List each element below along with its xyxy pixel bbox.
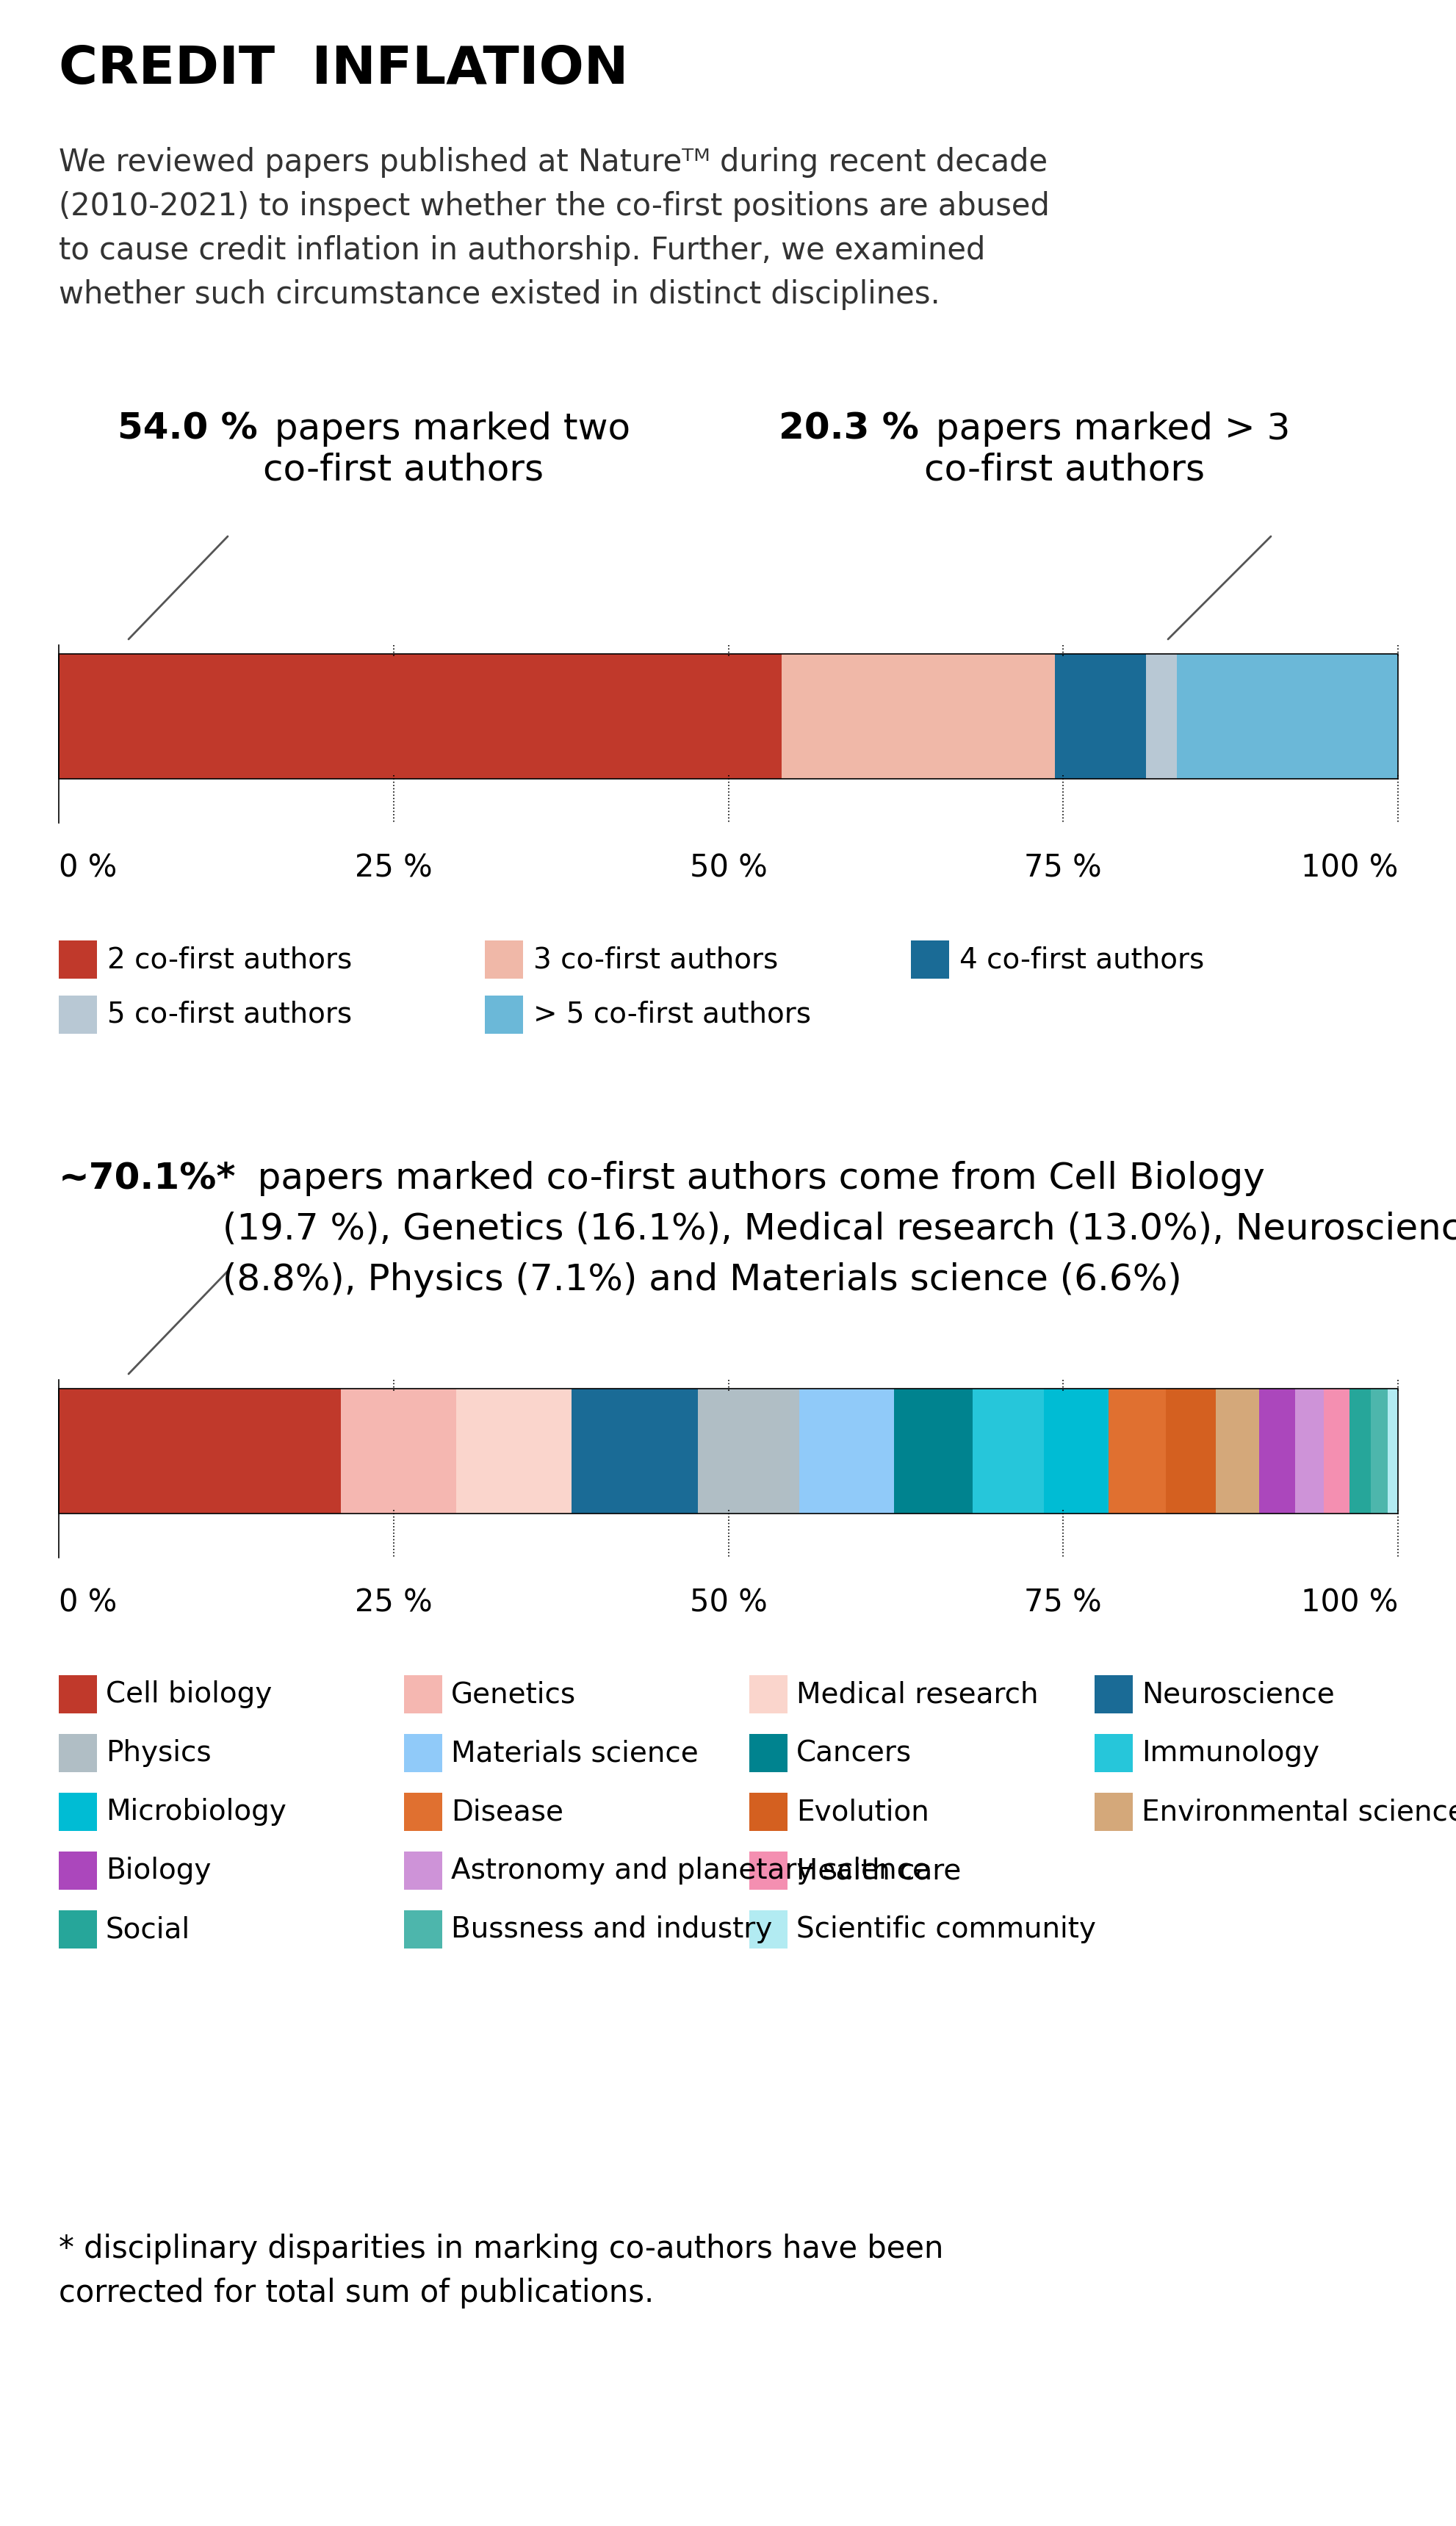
Bar xyxy=(748,1793,788,1831)
Bar xyxy=(1054,654,1146,778)
Bar xyxy=(58,1852,98,1889)
Bar xyxy=(456,1389,571,1513)
Bar xyxy=(910,940,949,978)
Bar xyxy=(1093,1675,1133,1713)
Bar xyxy=(1165,1389,1216,1513)
Bar xyxy=(748,1910,788,1948)
Text: 20.3 %: 20.3 % xyxy=(779,412,919,447)
Bar xyxy=(403,1675,443,1713)
Bar xyxy=(1044,1389,1108,1513)
Text: * disciplinary disparities in marking co-authors have been
corrected for total s: * disciplinary disparities in marking co… xyxy=(58,2233,943,2309)
Bar xyxy=(894,1389,973,1513)
Text: 100 %: 100 % xyxy=(1300,1586,1398,1617)
Bar xyxy=(341,1389,456,1513)
Text: 25 %: 25 % xyxy=(355,1586,432,1617)
Bar xyxy=(58,1793,98,1831)
Bar xyxy=(748,1733,788,1773)
Text: 25 %: 25 % xyxy=(355,851,432,884)
Text: CREDIT  INFLATION: CREDIT INFLATION xyxy=(58,43,628,96)
Bar xyxy=(58,940,98,978)
Text: Biology: Biology xyxy=(106,1857,211,1884)
Text: 3 co-first authors: 3 co-first authors xyxy=(533,945,778,973)
Text: Neuroscience: Neuroscience xyxy=(1142,1680,1334,1708)
Text: Scientific community: Scientific community xyxy=(796,1915,1095,1942)
Bar xyxy=(403,1733,443,1773)
Bar xyxy=(571,1389,697,1513)
Text: ~70.1%*: ~70.1%* xyxy=(58,1162,236,1197)
Bar xyxy=(485,995,523,1033)
Text: 100 %: 100 % xyxy=(1300,851,1398,884)
Bar xyxy=(58,654,1398,778)
Bar xyxy=(1388,1389,1398,1513)
Text: 50 %: 50 % xyxy=(689,851,767,884)
Bar xyxy=(1108,1389,1165,1513)
Text: 75 %: 75 % xyxy=(1024,1586,1101,1617)
Text: > 5 co-first authors: > 5 co-first authors xyxy=(533,1000,811,1028)
Bar xyxy=(1294,1389,1324,1513)
Text: papers marked two
co-first authors: papers marked two co-first authors xyxy=(264,412,630,488)
Text: Health care: Health care xyxy=(796,1857,961,1884)
Bar xyxy=(58,1675,98,1713)
Text: Cancers: Cancers xyxy=(796,1738,911,1768)
Bar xyxy=(1258,1389,1294,1513)
Bar xyxy=(748,1852,788,1889)
Text: 50 %: 50 % xyxy=(689,1586,767,1617)
Bar xyxy=(485,940,523,978)
Bar xyxy=(58,1389,1398,1513)
Text: Genetics: Genetics xyxy=(451,1680,575,1708)
Bar xyxy=(403,1910,443,1948)
Text: Evolution: Evolution xyxy=(796,1799,929,1826)
Bar xyxy=(1370,1389,1388,1513)
Text: Microbiology: Microbiology xyxy=(106,1799,287,1826)
Text: 75 %: 75 % xyxy=(1024,851,1101,884)
Bar xyxy=(1348,1389,1370,1513)
Text: papers marked co-first authors come from Cell Biology
(19.7 %), Genetics (16.1%): papers marked co-first authors come from… xyxy=(223,1162,1456,1298)
Text: 2 co-first authors: 2 co-first authors xyxy=(108,945,352,973)
Text: Environmental science: Environmental science xyxy=(1142,1799,1456,1826)
Bar xyxy=(973,1389,1044,1513)
Text: We reviewed papers published at Natureᵀᴹ during recent decade
(2010-2021) to ins: We reviewed papers published at Natureᵀᴹ… xyxy=(58,147,1050,311)
Text: Immunology: Immunology xyxy=(1142,1738,1319,1768)
Bar xyxy=(1093,1733,1133,1773)
Bar xyxy=(403,1793,443,1831)
Text: papers marked > 3
co-first authors: papers marked > 3 co-first authors xyxy=(923,412,1290,488)
Bar xyxy=(1176,654,1398,778)
Text: Cell biology: Cell biology xyxy=(106,1680,272,1708)
Text: Physics: Physics xyxy=(106,1738,211,1768)
Text: Disease: Disease xyxy=(451,1799,563,1826)
Text: 5 co-first authors: 5 co-first authors xyxy=(108,1000,352,1028)
Bar xyxy=(1093,1793,1133,1831)
Text: Bussness and industry: Bussness and industry xyxy=(451,1915,772,1942)
Text: 0 %: 0 % xyxy=(58,1586,116,1617)
Bar xyxy=(58,995,98,1033)
Text: Medical research: Medical research xyxy=(796,1680,1038,1708)
Bar xyxy=(58,1733,98,1773)
Bar xyxy=(58,654,782,778)
Bar xyxy=(58,1389,341,1513)
Bar xyxy=(748,1675,788,1713)
Bar xyxy=(782,654,1054,778)
Text: 4 co-first authors: 4 co-first authors xyxy=(960,945,1204,973)
Bar xyxy=(1216,1389,1258,1513)
Text: 0 %: 0 % xyxy=(58,851,116,884)
Bar xyxy=(1146,654,1176,778)
Bar xyxy=(403,1852,443,1889)
Bar xyxy=(799,1389,894,1513)
Text: Materials science: Materials science xyxy=(451,1738,697,1768)
Bar xyxy=(58,1910,98,1948)
Text: Astronomy and planetary science: Astronomy and planetary science xyxy=(451,1857,929,1884)
Bar xyxy=(1324,1389,1348,1513)
Text: 54.0 %: 54.0 % xyxy=(118,412,258,447)
Text: Social: Social xyxy=(106,1915,191,1942)
Bar xyxy=(697,1389,799,1513)
